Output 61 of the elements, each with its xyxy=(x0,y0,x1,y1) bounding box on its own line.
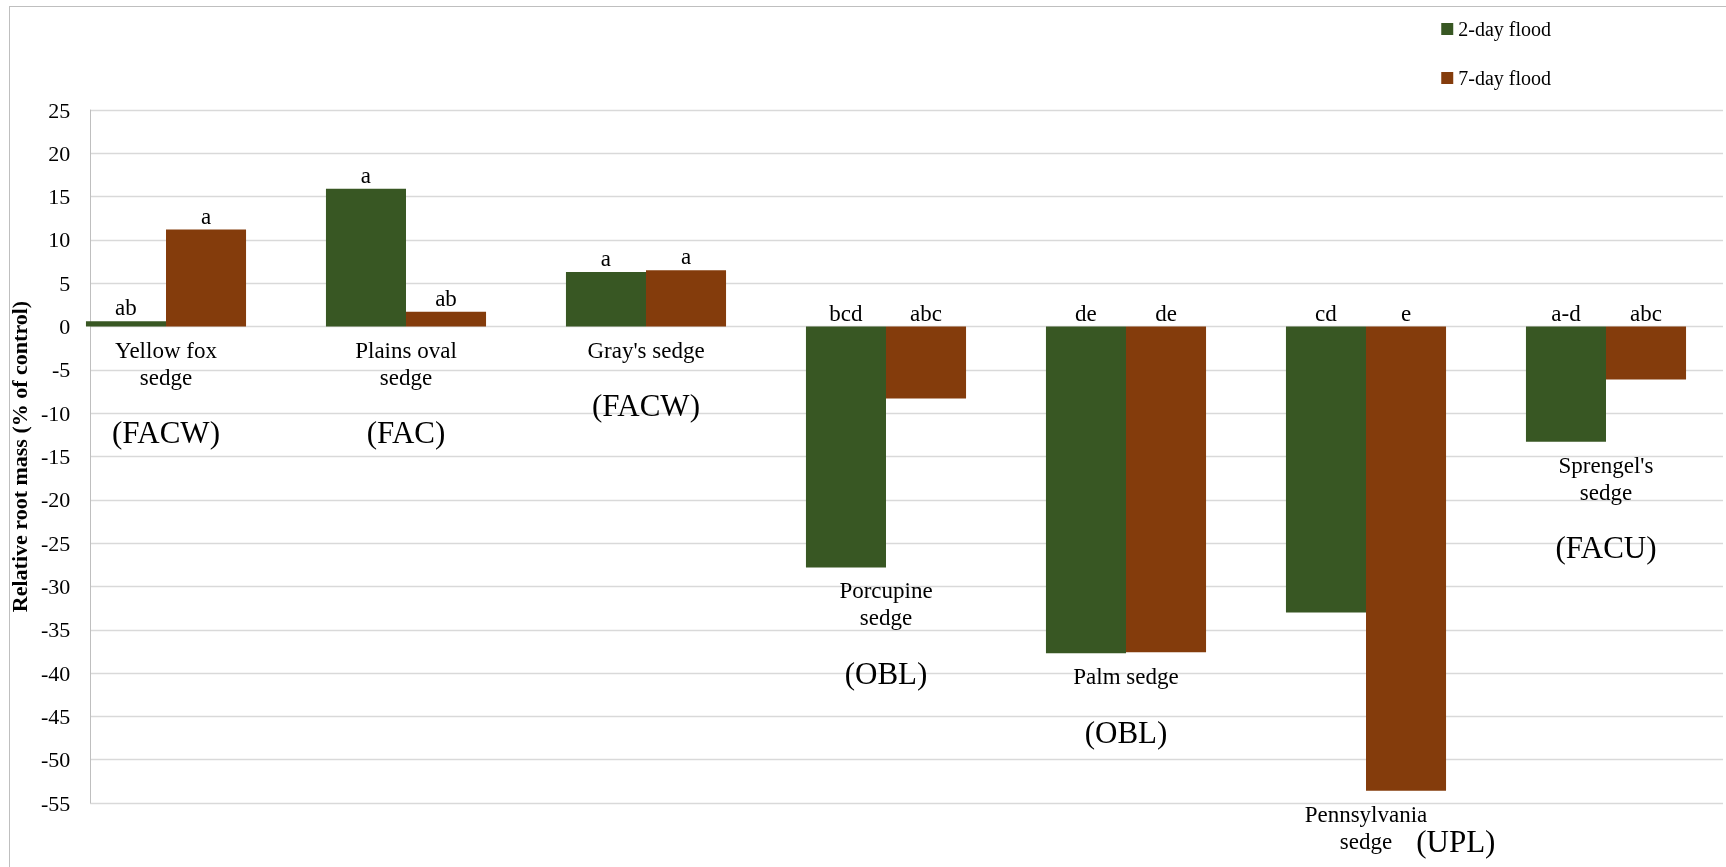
y-tick-label: 10 xyxy=(48,227,71,253)
bar xyxy=(325,188,406,327)
bar xyxy=(1366,326,1447,791)
x-tick-label: Sprengel's sedge xyxy=(1558,452,1654,505)
annotation: (FAC) xyxy=(366,415,446,451)
data-label: ab xyxy=(115,295,137,321)
y-tick-label: -35 xyxy=(40,617,71,643)
bar xyxy=(166,229,247,327)
bar xyxy=(646,270,727,327)
bar xyxy=(565,271,646,327)
data-label: a xyxy=(360,162,372,188)
y-tick-label: 25 xyxy=(48,97,71,123)
bar xyxy=(1525,326,1606,442)
bar xyxy=(1606,326,1687,380)
data-label: ab xyxy=(435,285,457,311)
data-label: abc xyxy=(910,300,942,326)
y-tick-label: -55 xyxy=(40,790,71,816)
data-label: a xyxy=(680,244,692,270)
legend-label: 7-day flood xyxy=(1458,67,1552,90)
bar xyxy=(1285,326,1366,613)
y-tick-label: -40 xyxy=(40,660,71,686)
x-tick-label: Porcupine sedge xyxy=(839,578,933,631)
y-tick-label: -10 xyxy=(40,400,71,426)
y-tick-label: 15 xyxy=(48,184,71,210)
legend-label: 2-day flood xyxy=(1458,18,1552,41)
y-tick-label: -25 xyxy=(40,530,71,556)
x-tick-label: Plains oval sedge xyxy=(355,337,457,390)
annotation: (OBL) xyxy=(1084,714,1168,750)
x-tick-label: Palm sedge xyxy=(1073,664,1179,690)
y-tick-label: -45 xyxy=(40,703,71,729)
y-axis-title: Relative root mass (% of control) xyxy=(6,300,32,613)
data-label: abc xyxy=(1630,300,1662,326)
y-tick-label: 5 xyxy=(59,270,71,296)
annotation: (FACU) xyxy=(1555,530,1657,566)
bar xyxy=(1045,326,1126,654)
y-tick-label: -5 xyxy=(51,357,71,383)
bar xyxy=(886,326,967,399)
data-label: a xyxy=(200,203,212,229)
bar xyxy=(805,326,886,568)
annotation: (FACW) xyxy=(592,388,700,424)
y-tick-label: -30 xyxy=(40,573,71,599)
data-label: e xyxy=(1400,300,1412,326)
x-tick-label: Gray's sedge xyxy=(587,337,705,363)
y-tick-label: -50 xyxy=(40,747,71,773)
data-label: cd xyxy=(1315,300,1338,326)
x-tick-label: Yellow fox sedge xyxy=(115,337,218,390)
data-label: a-d xyxy=(1551,300,1582,326)
data-label: bcd xyxy=(829,300,864,326)
bar xyxy=(85,321,166,327)
bar xyxy=(1126,326,1207,653)
y-tick-label: 0 xyxy=(59,314,71,340)
y-tick-label: -20 xyxy=(40,487,71,513)
data-label: de xyxy=(1075,300,1097,326)
y-tick-label: -15 xyxy=(40,444,71,469)
data-label: a xyxy=(600,245,612,271)
y-tick-label: 20 xyxy=(48,140,71,166)
annotation: (FACW) xyxy=(112,415,220,451)
bar xyxy=(406,311,487,327)
data-label: de xyxy=(1155,300,1177,326)
text: (UPL) xyxy=(1416,823,1496,859)
annotation: (OBL) xyxy=(844,655,928,691)
